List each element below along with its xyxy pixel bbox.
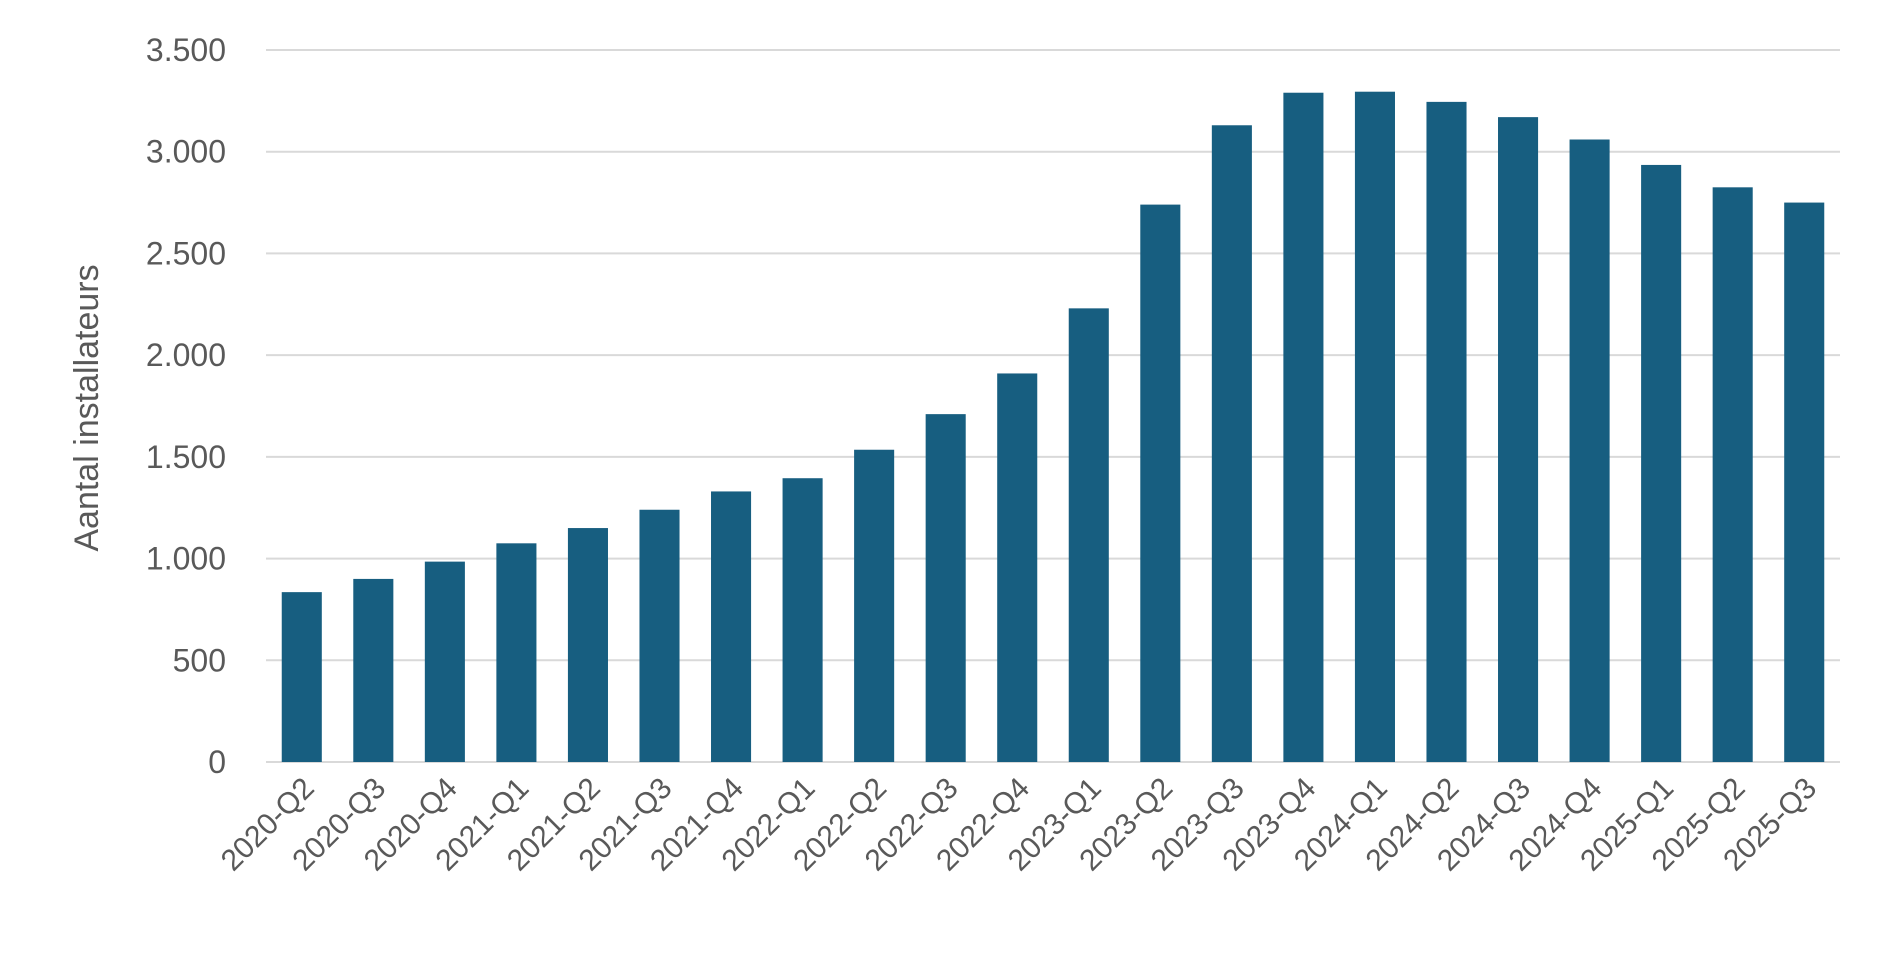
bar-2023-Q3 [1211, 125, 1252, 763]
bar-2023-Q2 [1140, 204, 1181, 762]
y-tick-label: 0 [208, 744, 226, 780]
bar-2022-Q4 [997, 373, 1038, 762]
y-tick-label: 1.000 [146, 541, 226, 577]
y-tick-label: 2.500 [146, 235, 226, 271]
y-axis-label: Aantal installateurs [68, 264, 106, 551]
bar-2022-Q2 [854, 449, 895, 762]
bar-2024-Q4 [1569, 139, 1610, 763]
bar-2024-Q2 [1426, 101, 1467, 763]
bar-2020-Q4 [424, 561, 465, 762]
bar-2025-Q1 [1641, 164, 1682, 763]
bar-2022-Q3 [925, 414, 966, 762]
bars [281, 91, 1825, 763]
y-axis-tick-labels: 0 500 1.000 1.500 2.000 2.500 3.000 3.500 [146, 32, 226, 780]
y-tick-label: 500 [173, 642, 226, 678]
bar-2021-Q4 [711, 491, 752, 762]
bar-2024-Q3 [1498, 117, 1539, 763]
bar-2021-Q1 [496, 543, 537, 762]
bar-2023-Q4 [1283, 92, 1324, 763]
y-tick-label: 3.000 [146, 134, 226, 170]
y-tick-label: 2.000 [146, 337, 226, 373]
x-axis-tick-labels: 2020-Q22020-Q32020-Q42021-Q12021-Q22021-… [215, 772, 1823, 878]
bar-2021-Q2 [567, 528, 608, 762]
bar-2025-Q2 [1712, 187, 1753, 763]
bar-2024-Q1 [1354, 91, 1395, 762]
bar-2020-Q2 [281, 592, 322, 762]
bar-2023-Q1 [1068, 308, 1109, 762]
bar-2021-Q3 [639, 509, 680, 762]
y-tick-label: 1.500 [146, 439, 226, 475]
bar-2022-Q1 [782, 478, 823, 762]
y-tick-label: 3.500 [146, 32, 226, 68]
bar-2025-Q3 [1784, 202, 1825, 763]
bar-2020-Q3 [353, 578, 394, 762]
